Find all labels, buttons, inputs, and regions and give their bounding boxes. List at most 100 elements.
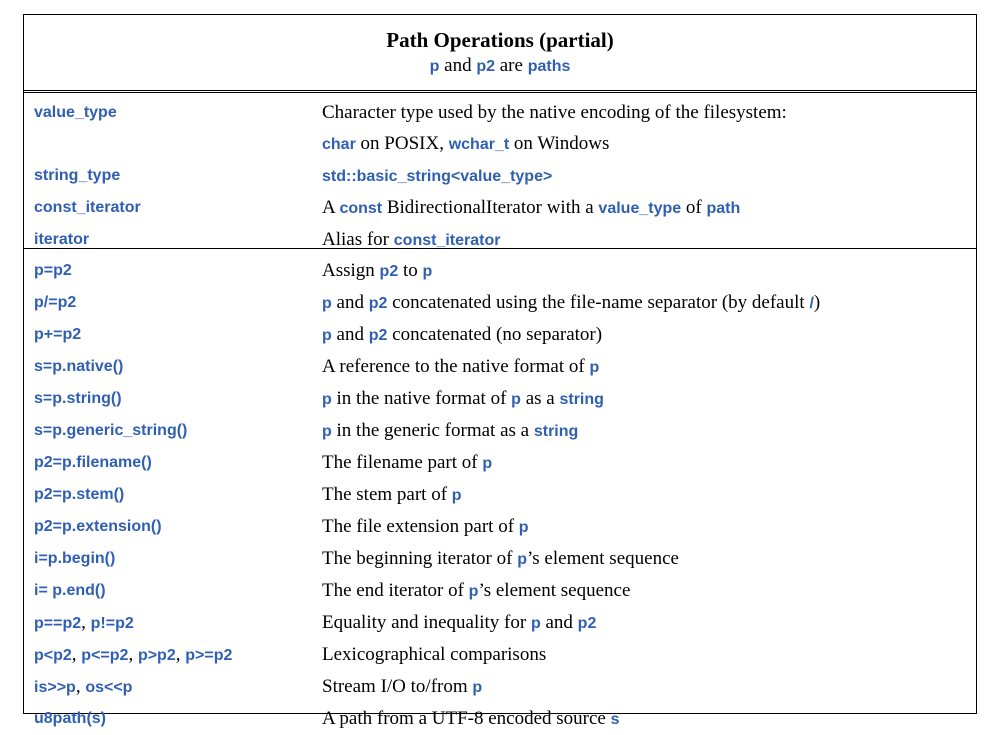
text-segment: in the generic format as a bbox=[331, 420, 534, 441]
description-cell: The file extension part of p bbox=[322, 511, 976, 543]
description-cell: Lexicographical comparisons bbox=[322, 639, 976, 670]
table-row: string_type std::basic_string<value_type> bbox=[24, 160, 976, 192]
code-token: p bbox=[451, 487, 462, 504]
text-segment: Lexicographical comparisons bbox=[322, 644, 547, 665]
code-token: const bbox=[339, 200, 383, 217]
operation-cell: s=p.generic_string() bbox=[24, 415, 322, 446]
code-token: p bbox=[518, 519, 529, 536]
code-token: i= p.end() bbox=[34, 582, 106, 599]
code-token: s bbox=[610, 711, 620, 728]
operation-cell: value_type bbox=[24, 97, 322, 128]
description-cell: A reference to the native format of p bbox=[322, 351, 976, 383]
table-row: p<p2, p<=p2, p>p2, p>=p2 Lexicographical … bbox=[24, 639, 976, 671]
table-row: p/=p2 p and p2 concatenated using the fil… bbox=[24, 287, 976, 319]
description-cell: Assign p2 to p bbox=[322, 255, 976, 287]
code-token: p2 bbox=[577, 615, 597, 632]
subtitle-text-are: are bbox=[495, 55, 528, 76]
table-row: p2=p.stem() The stem part of p bbox=[24, 479, 976, 511]
operation-cell: p+=p2 bbox=[24, 319, 322, 350]
description-cell: p in the native format of p as a string bbox=[322, 383, 976, 415]
table-row: p2=p.filename() The filename part of p bbox=[24, 447, 976, 479]
code-token: p bbox=[422, 263, 433, 280]
code-token: p<=p2 bbox=[81, 647, 129, 664]
description-cell: The end iterator of p’s element sequence bbox=[322, 575, 976, 607]
operations-section: p=p2 Assign p2 to p p/=p2 p and p2 concaten… bbox=[24, 249, 976, 735]
description-cell: Alias for const_iterator bbox=[322, 224, 976, 256]
code-token: p<p2 bbox=[34, 647, 72, 664]
text-segment: ’s element sequence bbox=[527, 548, 679, 569]
table-row: p+=p2 p and p2 concatenated (no separator… bbox=[24, 319, 976, 351]
operation-cell: p/=p2 bbox=[24, 287, 322, 318]
code-token: p2=p.extension() bbox=[34, 518, 162, 535]
text-segment: The filename part of bbox=[322, 452, 483, 473]
text-segment: to bbox=[398, 260, 423, 281]
code-token: p>=p2 bbox=[185, 647, 233, 664]
text-segment: Stream I/O to/from bbox=[322, 676, 473, 697]
text-segment: The file extension part of bbox=[322, 516, 519, 537]
text-segment: of bbox=[681, 197, 707, 218]
table-row: is>>p, os<<p Stream I/O to/from p bbox=[24, 671, 976, 703]
operation-cell: p2=p.stem() bbox=[24, 479, 322, 510]
subtitle-text-and: and bbox=[439, 55, 477, 76]
table-row: u8path(s) A path from a UTF-8 encoded sou… bbox=[24, 703, 976, 735]
operation-cell: string_type bbox=[24, 160, 322, 191]
table-title: Path Operations (partial) bbox=[386, 28, 614, 52]
code-token: i=p.begin() bbox=[34, 550, 116, 567]
text-segment: concatenated using the file-name separat… bbox=[387, 292, 810, 313]
operation-cell: p<p2, p<=p2, p>p2, p>=p2 bbox=[24, 639, 322, 671]
table-header: Path Operations (partial) p and p2 are p… bbox=[24, 15, 976, 93]
text-segment: , bbox=[128, 644, 138, 665]
code-token: p==p2 bbox=[34, 615, 82, 632]
table-row: p=p2 Assign p2 to p bbox=[24, 255, 976, 287]
table-row: p2=p.extension() The file extension part … bbox=[24, 511, 976, 543]
table-row: value_type Character type used by the nat… bbox=[24, 97, 976, 160]
code-token: p/=p2 bbox=[34, 294, 77, 311]
text-segment: ) bbox=[813, 292, 821, 313]
operation-cell: i= p.end() bbox=[24, 575, 322, 606]
code-token: p bbox=[530, 615, 541, 632]
description-cell: The beginning iterator of p’s element se… bbox=[322, 543, 976, 575]
code-token: s=p.generic_string() bbox=[34, 422, 188, 439]
description-cell: Character type used by the native encodi… bbox=[322, 97, 976, 160]
code-token: value_type bbox=[598, 200, 682, 217]
table-row: i=p.begin() The beginning iterator of p’s… bbox=[24, 543, 976, 575]
subtitle-code-p: p bbox=[429, 58, 440, 75]
code-token: p2=p.filename() bbox=[34, 454, 152, 471]
code-token: p2 bbox=[368, 327, 388, 344]
code-token: p bbox=[517, 551, 527, 568]
operation-name: iterator bbox=[34, 231, 90, 248]
operation-cell: i=p.begin() bbox=[24, 543, 322, 574]
text-segment: on Windows bbox=[509, 133, 610, 154]
table-row: i= p.end() The end iterator of p’s elemen… bbox=[24, 575, 976, 607]
description-cell: A const BidirectionalIterator with a val… bbox=[322, 192, 976, 224]
table-row: s=p.native() A reference to the native fo… bbox=[24, 351, 976, 383]
table-row: iterator Alias for const_iterator bbox=[24, 224, 976, 256]
text-segment: , bbox=[175, 644, 186, 665]
subtitle-code-s: s bbox=[561, 58, 571, 75]
operation-cell: s=p.string() bbox=[24, 383, 322, 414]
text-segment: The end iterator of bbox=[322, 580, 469, 601]
text-segment: BidirectionalIterator with a bbox=[382, 197, 599, 218]
code-token: p bbox=[322, 391, 332, 408]
text-segment: as a bbox=[520, 388, 560, 409]
operation-cell: iterator bbox=[24, 224, 322, 255]
description-cell: A path from a UTF-8 encoded source s bbox=[322, 703, 976, 735]
table-subtitle: p and p2 are paths bbox=[24, 53, 976, 80]
code-token: p>p2 bbox=[137, 647, 176, 664]
text-segment: Equality and inequality for bbox=[322, 612, 531, 633]
text-segment: , bbox=[81, 612, 91, 633]
code-token: p2 bbox=[368, 295, 388, 312]
table-row: p==p2, p!=p2 Equality and inequality for … bbox=[24, 607, 976, 639]
code-token: s=p.string() bbox=[34, 390, 122, 407]
text-segment: , bbox=[71, 644, 82, 665]
code-token: string bbox=[559, 391, 604, 408]
code-token: p!=p2 bbox=[90, 615, 134, 632]
text-segment: Character type used by the native encodi… bbox=[322, 102, 787, 123]
code-token: path bbox=[706, 200, 741, 217]
text-segment: concatenated (no separator) bbox=[387, 324, 603, 345]
code-token: p bbox=[472, 679, 483, 696]
text-segment: A bbox=[322, 197, 340, 218]
operation-name: const_iterator bbox=[34, 199, 141, 216]
text-segment: A path from a UTF-8 encoded source bbox=[322, 708, 611, 729]
operation-cell: s=p.native() bbox=[24, 351, 322, 382]
